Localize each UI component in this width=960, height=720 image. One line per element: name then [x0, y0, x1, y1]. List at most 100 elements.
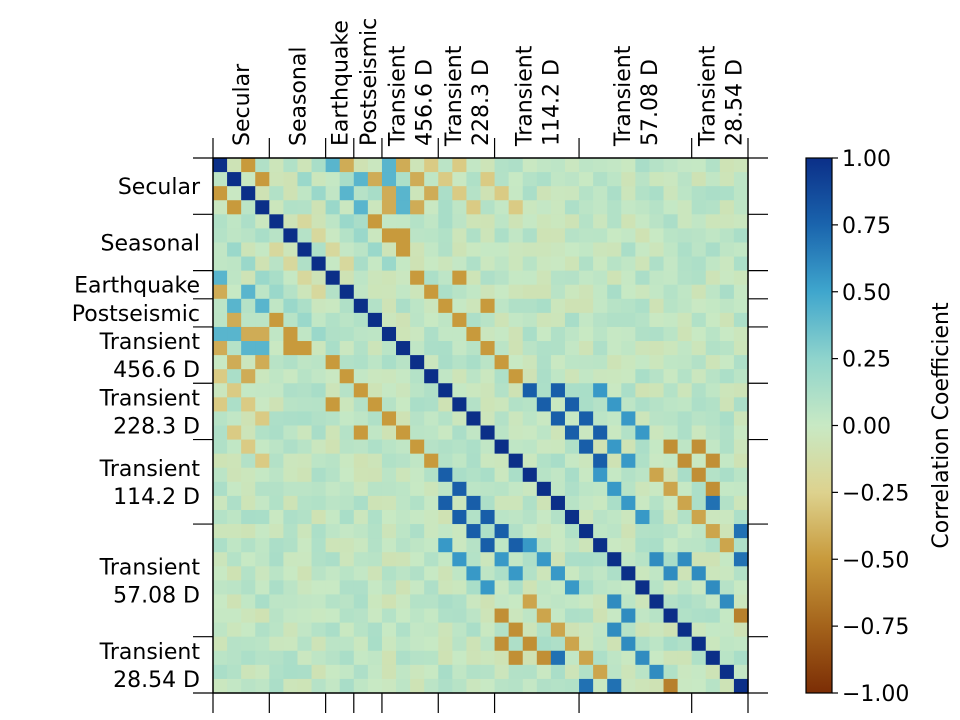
- heatmap-cell: [311, 312, 327, 328]
- heatmap-cell: [494, 326, 510, 342]
- heatmap-cell: [213, 312, 228, 328]
- heatmap-cell: [227, 383, 242, 398]
- heatmap-cell: [550, 383, 566, 398]
- heatmap-cell: [635, 608, 651, 624]
- heatmap-cell: [564, 467, 580, 483]
- heatmap-cell: [213, 509, 228, 525]
- heatmap-cell: [283, 622, 299, 638]
- heatmap-cell: [593, 552, 608, 567]
- heatmap-cell: [269, 608, 284, 624]
- heatmap-cell: [269, 425, 284, 441]
- heatmap-cell: [733, 636, 749, 652]
- heatmap-cell: [367, 228, 383, 244]
- heatmap-cell: [550, 242, 566, 258]
- heatmap-cell: [227, 214, 242, 229]
- heatmap-cell: [705, 678, 721, 694]
- heatmap-cell: [649, 495, 665, 511]
- heatmap-cell: [649, 566, 665, 581]
- heatmap-cell: [621, 326, 636, 342]
- heatmap-cell: [621, 270, 636, 286]
- heatmap-cell: [213, 608, 228, 624]
- heatmap-cell: [522, 608, 538, 624]
- heatmap-cell: [522, 256, 538, 272]
- heatmap-cell: [607, 453, 622, 469]
- heatmap-cell: [635, 383, 651, 398]
- heatmap-cell: [255, 214, 270, 229]
- heatmap-cell: [649, 594, 665, 610]
- heatmap-cell: [311, 270, 327, 286]
- heatmap-cell: [255, 158, 270, 173]
- heatmap-cell: [466, 495, 482, 511]
- heatmap-cell: [410, 172, 425, 187]
- heatmap-cell: [452, 186, 468, 201]
- heatmap-cell: [353, 664, 369, 680]
- heatmap-cell: [593, 594, 608, 610]
- heatmap-cell: [536, 566, 552, 581]
- heatmap-cell: [227, 369, 242, 384]
- heatmap-cell: [311, 284, 327, 300]
- heatmap-cell: [508, 678, 524, 694]
- heatmap-cell: [733, 439, 749, 455]
- heatmap-cell: [255, 608, 270, 624]
- heatmap-cell: [635, 622, 651, 638]
- heatmap-cell: [297, 678, 313, 694]
- heatmap-cell: [691, 650, 707, 666]
- heatmap-cell: [325, 172, 341, 187]
- heatmap-cell: [536, 678, 552, 694]
- column-label: Secular: [230, 63, 255, 146]
- heatmap-cell: [283, 439, 299, 455]
- heatmap-cell: [607, 411, 622, 427]
- heatmap-cell: [339, 284, 355, 300]
- heatmap-cell: [494, 566, 510, 581]
- heatmap-cell: [269, 369, 284, 384]
- heatmap-cell: [255, 594, 270, 610]
- heatmap-cell: [452, 284, 468, 300]
- heatmap-cell: [649, 369, 665, 384]
- heatmap-cell: [438, 552, 453, 567]
- heatmap-cell: [621, 650, 636, 666]
- heatmap-cell: [438, 242, 453, 258]
- heatmap-cell: [339, 495, 355, 511]
- heatmap-cell: [719, 383, 735, 398]
- heatmap-cell: [410, 270, 425, 286]
- heatmap-cell: [283, 495, 299, 511]
- heatmap-cell: [635, 355, 651, 370]
- heatmap-cell: [381, 355, 397, 370]
- heatmap-cell: [297, 467, 313, 483]
- heatmap-cell: [367, 622, 383, 638]
- heatmap-cell: [241, 341, 256, 356]
- heatmap-cell: [297, 228, 313, 244]
- heatmap-cell: [311, 495, 327, 511]
- heatmap-cell: [663, 524, 679, 539]
- heatmap-cell: [480, 453, 496, 469]
- heatmap-cell: [719, 326, 735, 342]
- heatmap-cell: [649, 552, 665, 567]
- heatmap-cell: [564, 566, 580, 581]
- heatmap-cell: [452, 200, 468, 215]
- heatmap-cell: [438, 439, 453, 455]
- heatmap-cell: [480, 439, 496, 455]
- heatmap-cell: [733, 355, 749, 370]
- heatmap-cell: [452, 214, 468, 229]
- heatmap-cell: [438, 509, 453, 525]
- heatmap-cell: [311, 411, 327, 427]
- heatmap-cell: [339, 453, 355, 469]
- heatmap-cell: [438, 186, 453, 201]
- heatmap-cell: [663, 172, 679, 187]
- heatmap-cell: [579, 411, 594, 427]
- heatmap-cell: [607, 538, 622, 553]
- heatmap-cell: [269, 341, 284, 356]
- heatmap-cell: [339, 425, 355, 441]
- heatmap-cell: [480, 369, 496, 384]
- heatmap-cell: [339, 481, 355, 497]
- heatmap-cell: [438, 228, 453, 244]
- heatmap-cell: [466, 256, 482, 272]
- heatmap-cell: [733, 200, 749, 215]
- column-label: Earthquake: [329, 20, 354, 146]
- row-label: 28.54 D: [113, 668, 200, 693]
- heatmap-cell: [283, 580, 299, 596]
- heatmap-cell: [424, 326, 439, 342]
- heatmap-cell: [367, 538, 383, 553]
- heatmap-cell: [339, 172, 355, 187]
